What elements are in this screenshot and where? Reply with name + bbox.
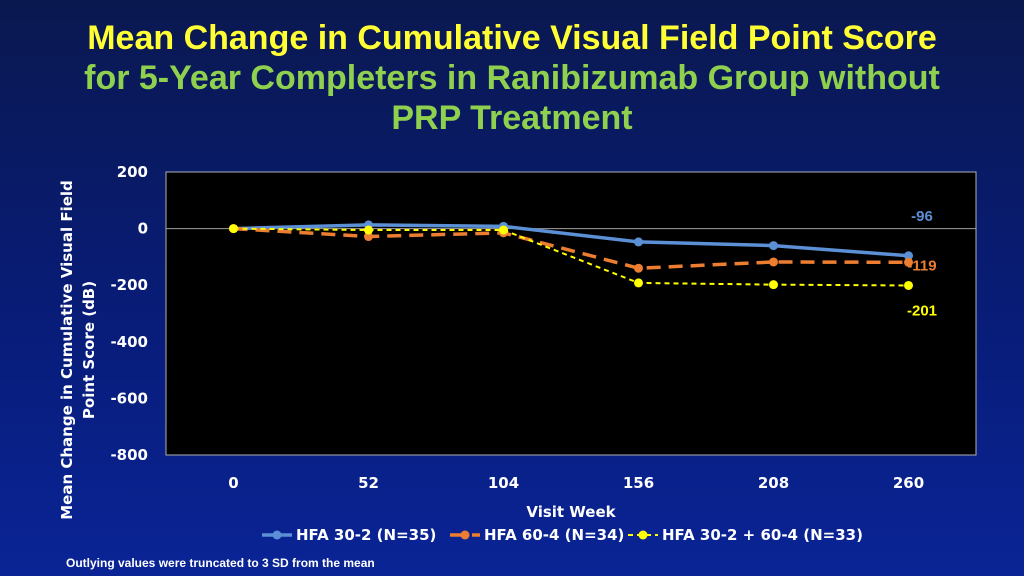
x-tick-label: 0 — [228, 474, 238, 492]
data-point — [769, 257, 778, 267]
legend-label: HFA 60-4 (N=34) — [484, 526, 624, 544]
y-tick-label: -600 — [110, 389, 148, 407]
data-point — [634, 237, 643, 247]
x-tick-label: 52 — [358, 474, 379, 492]
data-point — [904, 257, 913, 267]
data-point — [499, 225, 508, 235]
data-point — [634, 278, 643, 288]
end-data-label: -201 — [907, 302, 937, 319]
data-point — [904, 280, 913, 290]
title-line-2: for 5-Year Completers in Ranibizumab Gro… — [84, 59, 940, 97]
data-point — [769, 241, 778, 251]
legend-label: HFA 30-2 + 60-4 (N=33) — [662, 526, 863, 544]
series-line-3 — [233, 227, 909, 287]
y-axis-label-line-1: Mean Change in Cumulative Visual Field — [58, 180, 76, 520]
x-tick-label: 260 — [893, 474, 924, 492]
data-point — [904, 251, 913, 261]
title-line-1: Mean Change in Cumulative Visual Field P… — [87, 19, 937, 57]
series-line-1 — [233, 223, 909, 258]
title-line-3: PRP Treatment — [391, 99, 633, 137]
x-axis-label: Visit Week — [526, 503, 616, 521]
end-data-label: -96 — [911, 208, 933, 225]
legend-swatch-marker — [272, 530, 282, 540]
series-line-2 — [233, 226, 909, 270]
y-tick-label: -400 — [110, 333, 148, 351]
data-point — [634, 263, 643, 273]
data-point — [229, 224, 238, 234]
y-tick-label: -800 — [110, 446, 148, 464]
x-tick-label: 104 — [488, 474, 519, 492]
chart-title: Mean Change in Cumulative Visual Field P… — [0, 18, 1024, 138]
y-axis-label-line-2: Point Score (dB) — [80, 281, 98, 419]
legend-swatch-marker — [460, 530, 470, 540]
y-tick-label: 200 — [117, 163, 148, 181]
legend-swatch-marker — [638, 530, 648, 540]
y-tick-label: 0 — [138, 220, 148, 238]
end-data-label: -119 — [907, 257, 936, 274]
x-tick-label: 156 — [623, 474, 654, 492]
x-tick-label: 208 — [758, 474, 789, 492]
data-point — [364, 225, 373, 235]
footnote: Outlying values were truncated to 3 SD f… — [66, 556, 375, 570]
plot-area — [165, 171, 977, 456]
y-tick-label: -200 — [110, 276, 148, 294]
data-point — [769, 280, 778, 290]
data-point — [364, 232, 373, 242]
legend-label: HFA 30-2 (N=35) — [296, 526, 436, 544]
